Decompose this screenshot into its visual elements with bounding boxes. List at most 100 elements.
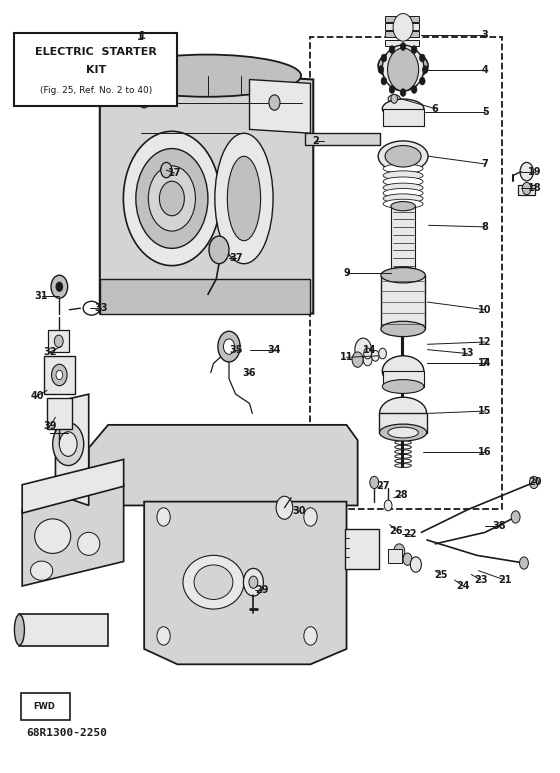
Circle shape: [412, 86, 417, 94]
Text: 32: 32: [43, 347, 57, 357]
Circle shape: [52, 364, 67, 386]
Text: 24: 24: [456, 581, 470, 591]
Text: 22: 22: [404, 529, 417, 539]
Text: 8: 8: [482, 222, 488, 232]
Ellipse shape: [160, 181, 184, 216]
Circle shape: [363, 353, 372, 366]
Polygon shape: [379, 414, 427, 433]
Ellipse shape: [78, 533, 100, 555]
Text: 1: 1: [137, 32, 144, 43]
Circle shape: [381, 77, 386, 85]
Ellipse shape: [35, 519, 71, 553]
Ellipse shape: [382, 380, 424, 393]
Text: 20: 20: [528, 478, 542, 488]
Circle shape: [410, 557, 421, 572]
Text: 29: 29: [255, 585, 269, 595]
Text: 39: 39: [43, 421, 57, 431]
Ellipse shape: [383, 164, 423, 173]
Text: 27: 27: [376, 482, 389, 492]
Ellipse shape: [194, 565, 233, 600]
Circle shape: [403, 553, 412, 565]
Circle shape: [371, 350, 379, 361]
Text: 14: 14: [478, 359, 492, 369]
Circle shape: [355, 338, 371, 361]
Ellipse shape: [380, 397, 427, 430]
Ellipse shape: [378, 141, 428, 172]
Ellipse shape: [382, 99, 424, 118]
Text: 2: 2: [312, 136, 319, 146]
Bar: [47, 398, 72, 429]
Text: 1: 1: [139, 31, 146, 41]
Polygon shape: [22, 459, 124, 513]
Text: 40: 40: [30, 390, 44, 400]
Polygon shape: [22, 485, 124, 586]
Circle shape: [56, 370, 63, 380]
Text: 5: 5: [482, 107, 488, 117]
Text: 10: 10: [478, 305, 492, 315]
Bar: [385, 31, 419, 37]
Circle shape: [422, 66, 428, 73]
Circle shape: [51, 275, 68, 298]
Text: 12: 12: [478, 337, 492, 347]
Circle shape: [400, 43, 406, 50]
Bar: [310, 37, 502, 509]
Circle shape: [59, 432, 77, 456]
Text: 28: 28: [394, 491, 408, 500]
Ellipse shape: [383, 189, 423, 198]
Text: 9: 9: [343, 268, 350, 278]
Text: 18: 18: [528, 183, 542, 193]
Bar: [346, 530, 379, 569]
Polygon shape: [305, 133, 380, 145]
Ellipse shape: [383, 171, 423, 180]
Circle shape: [389, 86, 395, 94]
Circle shape: [56, 282, 63, 291]
Circle shape: [412, 46, 417, 53]
Bar: [48, 331, 69, 352]
Circle shape: [419, 77, 425, 85]
Ellipse shape: [383, 199, 423, 209]
Polygon shape: [519, 186, 535, 195]
Text: 23: 23: [474, 575, 487, 585]
Ellipse shape: [183, 555, 244, 609]
Polygon shape: [382, 109, 424, 125]
Text: 6: 6: [432, 104, 438, 114]
Circle shape: [244, 568, 263, 596]
Circle shape: [218, 332, 240, 362]
Ellipse shape: [383, 183, 423, 192]
Ellipse shape: [391, 267, 416, 276]
Ellipse shape: [378, 50, 428, 81]
Polygon shape: [144, 502, 347, 664]
Circle shape: [388, 48, 419, 91]
Ellipse shape: [383, 194, 423, 203]
Polygon shape: [55, 394, 88, 506]
Ellipse shape: [148, 166, 195, 231]
Text: 30: 30: [293, 506, 306, 516]
Text: 68R1300-2250: 68R1300-2250: [26, 728, 107, 738]
Circle shape: [389, 46, 395, 53]
Circle shape: [138, 90, 151, 108]
Text: FWD: FWD: [34, 702, 55, 711]
Ellipse shape: [380, 424, 427, 441]
Text: 19: 19: [528, 167, 542, 176]
Ellipse shape: [391, 202, 416, 211]
Ellipse shape: [388, 427, 418, 438]
Circle shape: [520, 162, 533, 181]
Circle shape: [304, 508, 317, 526]
Ellipse shape: [382, 45, 424, 91]
Circle shape: [370, 476, 379, 489]
Ellipse shape: [381, 267, 425, 283]
Polygon shape: [250, 80, 310, 133]
Circle shape: [54, 335, 63, 347]
Circle shape: [161, 162, 172, 178]
Text: 3: 3: [482, 30, 488, 40]
Circle shape: [276, 496, 293, 519]
Text: KIT: KIT: [86, 65, 106, 75]
Circle shape: [157, 627, 170, 645]
Bar: [385, 23, 419, 29]
Circle shape: [400, 89, 406, 97]
Circle shape: [511, 511, 520, 523]
Text: 38: 38: [492, 521, 506, 531]
Circle shape: [223, 339, 235, 354]
Circle shape: [520, 557, 529, 569]
Text: 33: 33: [95, 303, 108, 313]
